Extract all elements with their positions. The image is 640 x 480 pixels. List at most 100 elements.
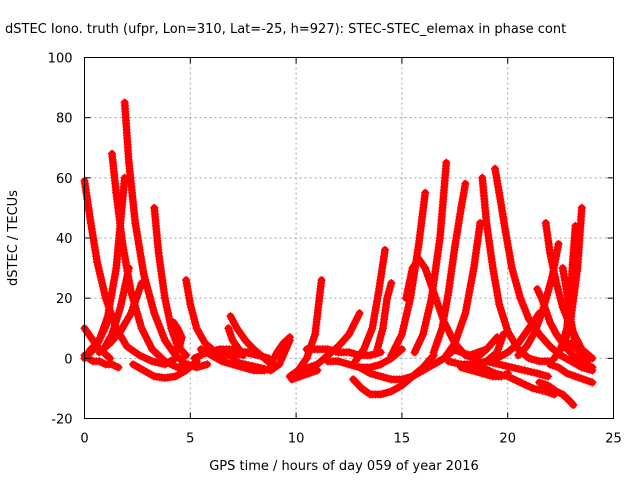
data-point: [302, 354, 311, 363]
data-point: [516, 294, 525, 303]
data-point: [588, 363, 597, 372]
data-point: [93, 258, 102, 267]
data-point: [86, 219, 95, 227]
data-point: [514, 351, 523, 360]
data-point: [105, 339, 114, 348]
series-arc-32: [429, 179, 470, 357]
data-point: [114, 363, 123, 372]
data-point: [124, 158, 133, 167]
data-point: [378, 324, 387, 333]
x-tick-label: 10: [288, 432, 305, 447]
data-point: [355, 309, 364, 318]
data-point: [414, 255, 423, 264]
y-tick-label: 20: [56, 292, 73, 307]
data-point: [429, 348, 438, 357]
data-point: [482, 345, 491, 354]
x-tick-label: 15: [394, 432, 411, 447]
data-point: [419, 366, 428, 375]
data-point: [541, 387, 550, 396]
data-point: [588, 378, 597, 387]
data-point: [571, 372, 580, 381]
data-point: [546, 249, 554, 257]
y-tick-label: 100: [48, 52, 73, 67]
data-point: [450, 339, 459, 348]
data-point: [241, 336, 250, 345]
y-tick-label: 60: [56, 172, 73, 187]
data-point: [478, 363, 487, 372]
data-point: [501, 228, 510, 236]
data-point: [529, 384, 538, 393]
data-point: [239, 351, 248, 360]
data-point: [461, 179, 470, 188]
data-point: [567, 357, 576, 366]
data-point: [116, 327, 125, 336]
x-tick-label: 5: [186, 432, 194, 447]
series-arc-33: [429, 219, 485, 369]
data-point: [218, 357, 226, 366]
data-point: [448, 345, 457, 354]
data-point: [171, 372, 180, 381]
data-point: [569, 351, 578, 360]
data-point: [387, 279, 396, 288]
data-point: [241, 360, 250, 369]
series-arc-49: [552, 203, 586, 360]
data-point: [503, 372, 512, 381]
data-point: [533, 369, 542, 378]
data-point: [345, 348, 353, 357]
data-point: [387, 375, 396, 384]
series-arc-31: [410, 158, 451, 357]
data-point: [120, 98, 129, 107]
data-point: [450, 243, 459, 251]
series-arc-6: [108, 149, 193, 372]
data-point: [124, 264, 133, 273]
y-tick-label: 40: [56, 232, 73, 247]
series-markers: [302, 345, 385, 360]
data-point: [381, 246, 389, 254]
data-point: [317, 276, 326, 285]
data-point: [488, 264, 497, 273]
data-point: [160, 294, 169, 303]
data-point: [207, 351, 216, 360]
data-point: [137, 324, 146, 333]
data-point: [535, 378, 544, 387]
data-point: [224, 324, 233, 333]
data-point: [495, 300, 504, 309]
series-arc-50: [567, 339, 595, 363]
data-point: [427, 294, 436, 303]
data-point: [366, 369, 375, 378]
data-point: [275, 360, 284, 369]
data-point: [150, 203, 159, 212]
data-point: [201, 339, 210, 348]
data-point: [196, 345, 205, 354]
data-point: [552, 330, 561, 339]
data-point: [139, 366, 148, 375]
data-point: [442, 158, 451, 167]
data-point: [260, 354, 269, 363]
data-point: [323, 357, 332, 366]
data-point: [507, 264, 516, 273]
data-point: [482, 219, 491, 227]
data-point: [376, 390, 385, 399]
data-point: [139, 270, 148, 279]
data-point: [359, 345, 368, 354]
data-point: [569, 401, 578, 409]
data-point: [160, 336, 169, 345]
data-point: [402, 294, 411, 303]
series-arc-9: [95, 279, 146, 357]
data-point: [127, 288, 136, 297]
data-point: [108, 149, 116, 158]
axis-ticks: [84, 57, 614, 419]
data-point: [349, 375, 358, 384]
data-point: [554, 240, 563, 248]
series-arc-20: [285, 276, 326, 381]
data-point: [465, 351, 474, 360]
data-point: [444, 288, 453, 297]
data-point: [491, 369, 499, 378]
data-point: [543, 372, 552, 381]
data-point: [228, 357, 237, 366]
data-point: [374, 288, 383, 297]
data-point: [285, 333, 294, 342]
x-tick-label: 25: [605, 432, 622, 447]
series-arc-26: [351, 246, 389, 366]
data-point: [531, 327, 540, 336]
